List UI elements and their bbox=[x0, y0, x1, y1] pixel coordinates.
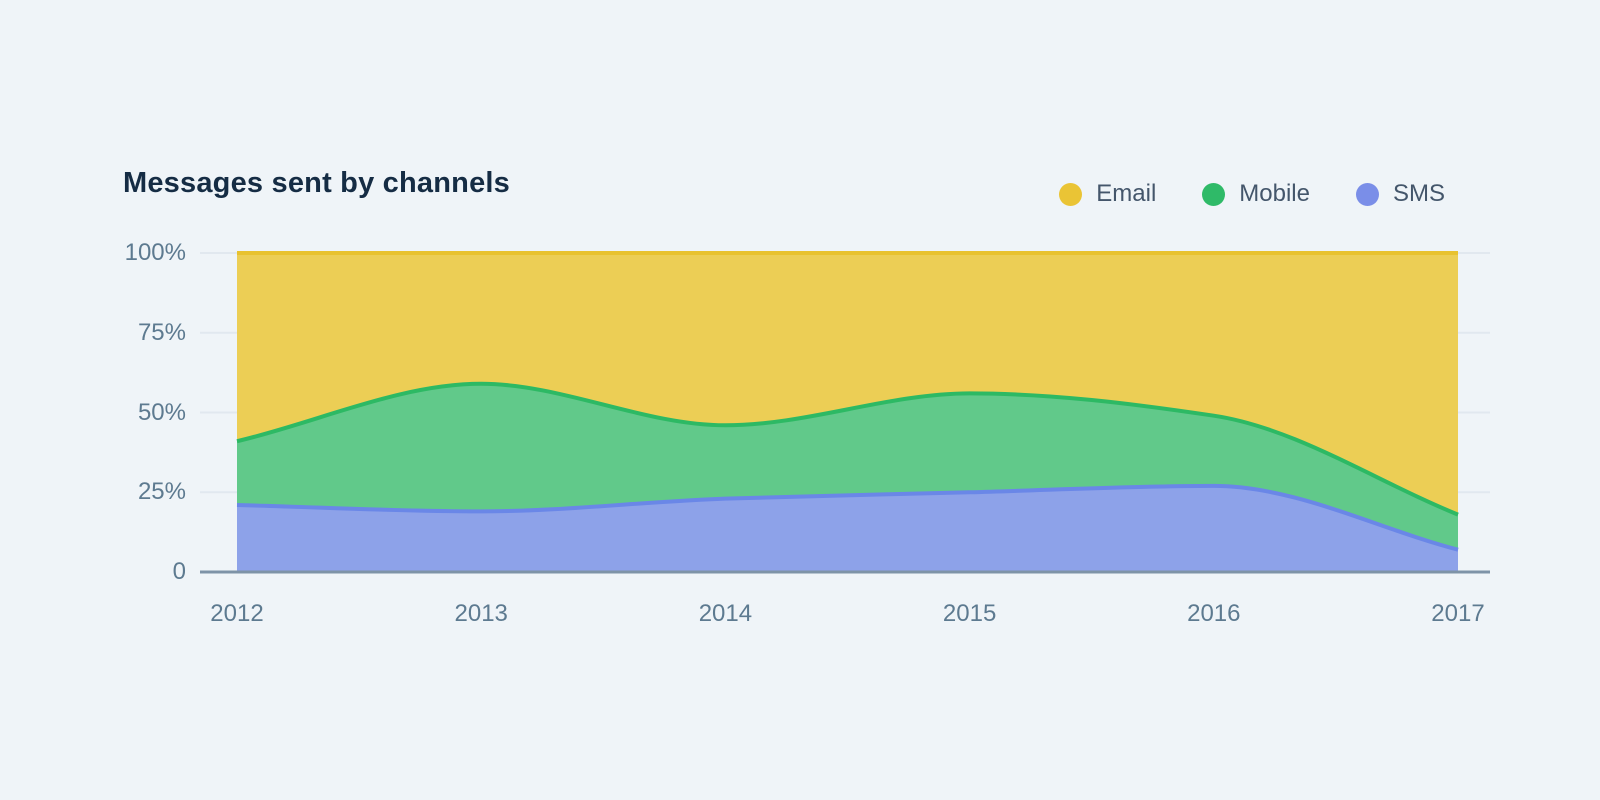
x-axis-tick-label: 2013 bbox=[454, 600, 508, 627]
legend-item-mobile[interactable]: Mobile bbox=[1202, 180, 1310, 208]
y-axis-tick-label: 50% bbox=[137, 398, 186, 426]
legend-label: SMS bbox=[1392, 180, 1445, 207]
sms-area bbox=[237, 485, 1458, 572]
x-axis-tick-label: 2017 bbox=[1431, 600, 1485, 627]
legend-item-sms[interactable]: SMS bbox=[1355, 180, 1445, 208]
x-axis-tick-label: 2015 bbox=[942, 600, 997, 627]
y-axis-tick-label: 0 bbox=[172, 558, 186, 585]
legend-marker-icon bbox=[1202, 182, 1226, 206]
chart-title: Messages sent by channels bbox=[123, 167, 510, 199]
legend-item-email[interactable]: Email bbox=[1059, 180, 1156, 208]
mobile-line bbox=[236, 381, 1459, 517]
y-axis-tick-label: 100% bbox=[124, 239, 186, 266]
sms-line bbox=[236, 483, 1459, 552]
legend-marker-icon bbox=[1355, 182, 1379, 206]
legend-label: Mobile bbox=[1239, 180, 1310, 207]
y-axis-tick-label: 75% bbox=[137, 318, 186, 346]
x-axis-tick-label: 2016 bbox=[1187, 600, 1241, 627]
y-axis-tick-label: 25% bbox=[137, 478, 186, 506]
chart-legend: Email Mobile SMS bbox=[1059, 180, 1445, 208]
x-axis-tick-label: 2014 bbox=[698, 600, 753, 627]
x-axis-tick-label: 2012 bbox=[210, 600, 264, 627]
legend-marker-icon bbox=[1059, 182, 1083, 206]
legend-label: Email bbox=[1096, 180, 1157, 207]
